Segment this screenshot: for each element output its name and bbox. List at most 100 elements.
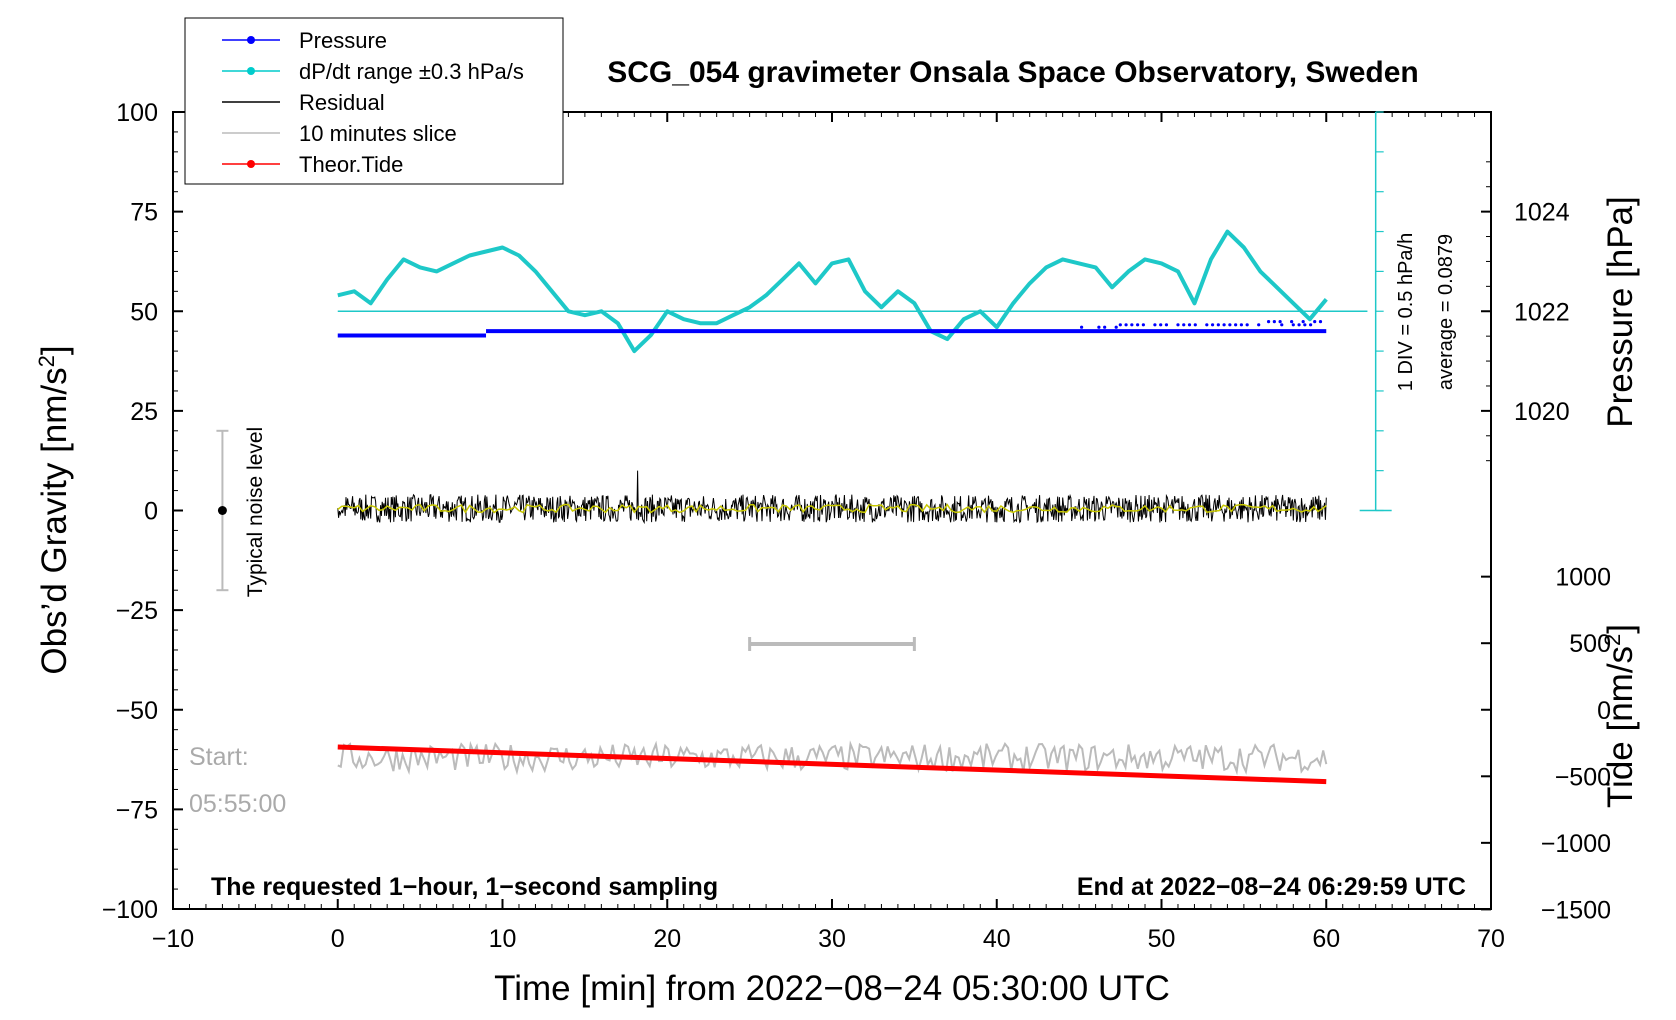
pressure-point [1280,323,1284,327]
legend-label: Residual [299,90,385,115]
pressure-point [1266,320,1271,324]
tide-tick-label: −1500 [1541,896,1611,924]
pressure-tick-label: 1020 [1514,398,1570,426]
start-label: Start: [189,743,249,771]
axis-ticks: −10 0 10 20 30 40 50 60 701007550250−25−50−75−10… [102,99,1611,953]
data-series [216,229,1368,785]
pressure-point [1210,323,1215,327]
pressure-point [1182,323,1186,327]
residual-smoothed-line [337,503,1327,514]
pressure-point [1124,323,1128,327]
div-annotation: 1 DIV = 0.5 hPa/h [1395,233,1417,391]
legend-swatch-marker [247,36,255,44]
pressure-point [1097,325,1101,329]
pressure-point [1313,320,1317,324]
x-tick-label: 70 [1477,925,1505,953]
pressure-point [1257,323,1261,327]
tide-tick-label: 1000 [1555,564,1611,592]
x-tick-label: 0 [331,925,345,953]
noise-level-center-dot [217,506,227,515]
dpdt-scale-bar [1359,111,1392,512]
legend-entries: Pressure dP/dt range ±0.3 hPa/s Residual 10… [222,28,524,177]
y-axis-label-left-close: ] [35,345,74,355]
tide-tick-label: 0 [1597,697,1611,725]
pressure-point [1164,323,1169,327]
y-axis-label-tide-main: Tide [nm/s [1601,646,1640,808]
pressure-point [1290,320,1294,324]
pressure-point [1216,323,1220,327]
pressure-point [1303,323,1307,327]
residual-series-line [337,470,1327,525]
pressure-point [1103,325,1107,329]
y-axis-label-left-sup: 2 [34,355,59,367]
y-axis-label-tide: Tide [nm/s2] [1600,624,1640,808]
y-tick-label: −25 [116,597,158,625]
pressure-point [1130,323,1134,327]
pressure-tick-label: 1022 [1514,298,1570,326]
pressure-point [1291,323,1295,327]
pressure-point [1114,325,1118,329]
chart-title: SCG_054 gravimeter Onsala Space Observat… [607,56,1419,89]
average-annotation: average = 0.0879 [1435,234,1457,390]
x-tick-label: 40 [983,925,1011,953]
x-tick-label: −10 [152,925,194,953]
x-axis-label: Time [min] from 2022−08−24 05:30:00 UTC [494,969,1170,1008]
pressure-point [1153,323,1157,327]
pressure-point [1318,320,1323,324]
y-axis-label-left: Obs’d Gravity [nm/s2] [34,345,74,674]
pressure-point [1141,323,1145,327]
pressure-point [1228,323,1232,327]
legend-label: Pressure [299,28,387,53]
pressure-point [1205,323,1209,327]
legend-swatch-marker [247,160,255,168]
sampling-caption: The requested 1−hour, 1−second sampling [211,873,718,901]
y-tick-label: −50 [116,697,158,725]
tide-tick-label: 500 [1569,630,1611,658]
legend-label: Theor.Tide [299,152,403,177]
pressure-point [1187,323,1192,327]
x-tick-label: 20 [653,925,681,953]
legend: Pressure dP/dt range ±0.3 hPa/s Residual 10… [184,17,564,185]
pressure-point [1193,323,1197,327]
pressure-point [1301,320,1305,324]
y-axis-label-tide-close: ] [1601,624,1640,634]
dpdt-series-line [337,229,1328,354]
end-caption: End at 2022−08−24 06:29:59 UTC [1077,873,1466,901]
y-tick-label: −75 [116,796,158,824]
start-time: 05:55:00 [189,790,286,818]
pressure-point [1136,323,1140,327]
slice-series-line [337,740,1328,776]
x-tick-label: 10 [489,925,517,953]
x-tick-label: 60 [1312,925,1340,953]
x-tick-label: 30 [818,925,846,953]
pressure-point [1239,323,1244,327]
y-tick-label: −100 [102,896,158,924]
pressure-point [1234,323,1238,327]
pressure-point [1297,323,1301,327]
y-axis-label-left-main: Obs’d Gravity [nm/s [35,367,74,674]
y-tick-label: 75 [130,199,158,227]
tide-series-line [337,744,1327,785]
tide-tick-label: −1000 [1541,830,1611,858]
legend-box [184,17,564,185]
pressure-tick-label: 1024 [1514,199,1570,227]
pressure-point [1272,320,1276,324]
tide-tick-label: −500 [1555,763,1611,791]
y-axis-label-pressure: Pressure [hPa] [1601,196,1640,428]
pressure-point [1079,325,1084,329]
pressure-point [1118,323,1122,327]
legend-swatch-marker [247,67,255,75]
y-tick-label: 50 [130,298,158,326]
y-tick-label: 100 [116,99,158,127]
pressure-point [1308,323,1313,327]
x-tick-label: 50 [1148,925,1176,953]
pressure-point [1245,323,1249,327]
pressure-point [1278,320,1282,324]
pressure-point [1222,323,1226,327]
pressure-point [1159,323,1163,327]
legend-label: dP/dt range ±0.3 hPa/s [299,59,524,84]
legend-label: 10 minutes slice [299,121,457,146]
noise-annotation: Typical noise level [244,427,267,597]
pressure-point [1176,323,1180,327]
